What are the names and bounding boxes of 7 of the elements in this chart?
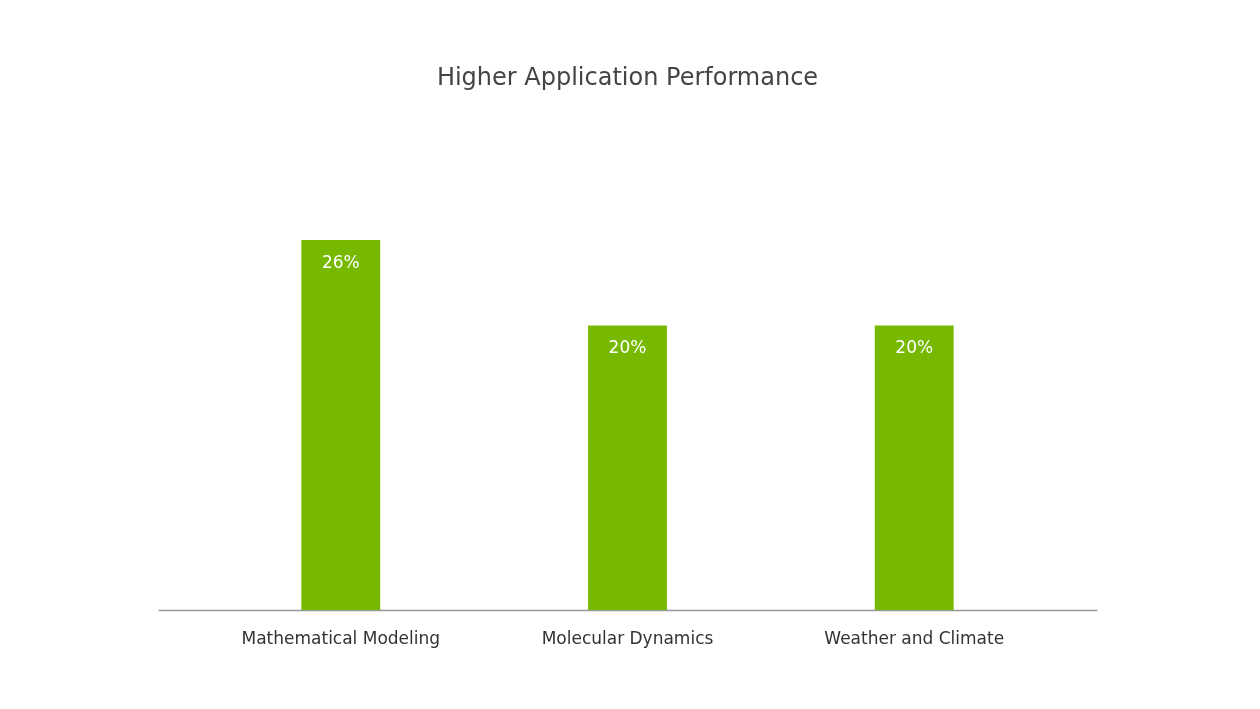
data-label: 20% [895,337,934,358]
x-tick-label: Weather and Climate [824,627,1005,648]
data-label: 26% [321,252,360,272]
chart-title: Higher Application Performance [436,63,819,91]
x-tick-label: Mathematical Modeling [241,627,441,648]
data-label: 20% [608,337,647,358]
x-tick-label: Molecular Dynamics [541,627,714,648]
